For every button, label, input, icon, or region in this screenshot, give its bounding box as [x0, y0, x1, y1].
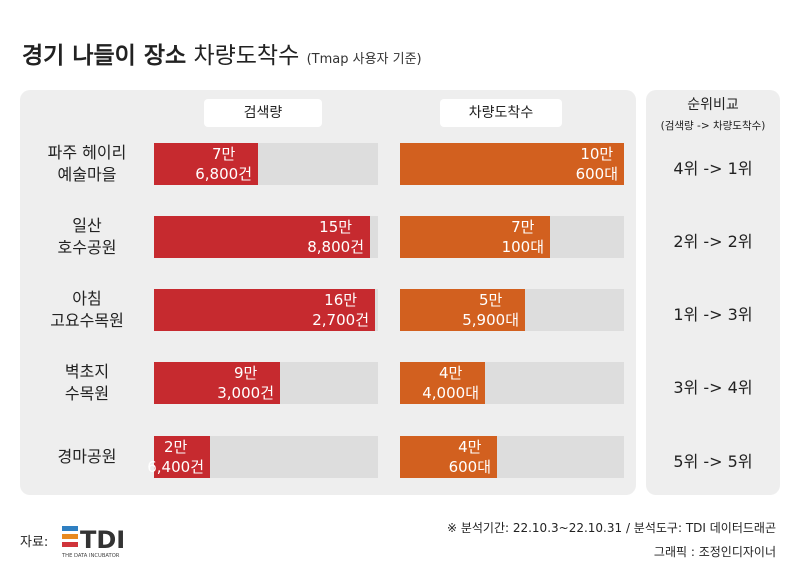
search-value-full: 2,700건	[312, 311, 369, 329]
arrive-track: 5만 5,900대	[400, 289, 624, 331]
search-track: 16만 2,700건	[154, 289, 378, 331]
arrive-value-full: 4,000대	[422, 384, 479, 402]
arrive-bar: 4만 600대	[400, 436, 497, 478]
logo-bar-orange	[62, 534, 78, 539]
place-label-line: 호수공원	[57, 238, 117, 257]
search-track: 2만 6,400건	[147, 436, 378, 478]
place-label-line: 고요수목원	[50, 311, 124, 330]
search-bar: 16만 2,700건	[154, 289, 375, 331]
arrive-value-full: 5,900대	[462, 311, 519, 329]
arrive-track: 4만 4,000대	[400, 362, 624, 404]
tdi-logo: TDI THE DATA INCUBATOR	[61, 526, 125, 559]
search-bar: 15만 8,800건	[154, 216, 370, 258]
place-label-line: 아침	[72, 289, 102, 308]
search-value-full: 3,000건	[217, 384, 274, 402]
arrive-value-short: 5만	[478, 291, 503, 309]
arrive-value-full: 100대	[501, 238, 544, 256]
search-value: 9만 3,000건	[217, 362, 274, 404]
rank-change: 4위 -> 1위	[673, 159, 753, 178]
logo-subtext: THE DATA INCUBATOR	[61, 553, 120, 559]
logo-bar-blue	[62, 526, 78, 531]
arrive-value: 7만 100대	[502, 216, 544, 258]
arrive-track: 10만 600대	[400, 143, 624, 185]
rank-panel	[646, 90, 780, 495]
search-value: 2만 6,400건	[147, 436, 204, 478]
rank-change: 1위 -> 3위	[673, 305, 753, 324]
arrive-value: 4만 4,000대	[422, 362, 479, 404]
search-value-short: 16만	[324, 291, 358, 309]
chart-title: 경기 나들이 장소 차량도착수 (Tmap 사용자 기준)	[22, 36, 422, 70]
arrive-column-header: 차량도착수	[440, 99, 562, 127]
search-value-short: 2만	[163, 438, 188, 456]
arrive-track: 7만 100대	[400, 216, 624, 258]
arrive-value: 5만 5,900대	[462, 289, 519, 331]
search-column-header: 검색량	[204, 99, 322, 127]
arrive-bar: 7만 100대	[400, 216, 550, 258]
arrive-value-short: 7만	[511, 218, 535, 236]
arrive-bar: 4만 4,000대	[400, 362, 485, 404]
rank-change: 3위 -> 4위	[673, 378, 753, 397]
search-value-full: 8,800건	[307, 238, 364, 256]
search-bar: 9만 3,000건	[154, 362, 280, 404]
arrive-bar: 10만 600대	[400, 143, 624, 185]
place-label-line: 벽초지	[64, 362, 110, 381]
search-value: 16만 2,700건	[312, 289, 369, 331]
search-value: 15만 8,800건	[307, 216, 364, 258]
rank-change: 5위 -> 5위	[673, 452, 753, 471]
search-track: 15만 8,800건	[154, 216, 378, 258]
rank-column-subheader: (검색량 -> 차량도착수)	[660, 120, 766, 132]
arrive-value-short: 10만	[580, 145, 614, 163]
arrive-value-short: 4만	[438, 364, 463, 382]
place-label-line: 예술마을	[57, 165, 117, 184]
search-track: 7만 6,800건	[154, 143, 378, 185]
arrive-value-full: 600대	[575, 165, 618, 183]
place-label: 경마공원	[20, 446, 154, 468]
title-normal: 차량도착수	[193, 43, 300, 69]
source-label: 자료:	[20, 535, 49, 550]
arrive-value: 4만 600대	[449, 436, 491, 478]
search-bar: 7만 6,800건	[154, 143, 258, 185]
logo-text: TDI	[80, 526, 125, 554]
graphic-credit: 그래픽 : 조정인디자이너	[653, 545, 776, 559]
place-label-line: 경마공원	[57, 447, 117, 466]
rank-change: 2위 -> 2위	[673, 232, 753, 251]
search-value-full: 6,800건	[195, 165, 252, 183]
search-value-short: 9만	[233, 364, 258, 382]
place-label-line: 일산	[72, 216, 102, 235]
logo-bar-red	[62, 542, 78, 547]
rank-column-header: 순위비교	[687, 97, 739, 113]
search-bar: 2만 6,400건	[147, 436, 210, 478]
place-label-line: 수목원	[64, 384, 110, 403]
search-track: 9만 3,000건	[154, 362, 378, 404]
place-label-line: 파주 헤이리	[47, 143, 127, 162]
arrive-bar: 5만 5,900대	[400, 289, 525, 331]
title-bold: 경기 나들이 장소	[22, 43, 187, 69]
search-value-full: 6,400건	[147, 458, 204, 476]
arrive-track: 4만 600대	[400, 436, 624, 478]
arrive-value-full: 600대	[448, 458, 491, 476]
title-sub: (Tmap 사용자 기준)	[306, 52, 422, 67]
arrive-value-short: 4만	[458, 438, 482, 456]
search-value: 7만 6,800건	[195, 143, 252, 185]
analysis-note: ※ 분석기간: 22.10.3~22.10.31 / 분석도구: TDI 데이터…	[446, 521, 776, 535]
search-value-short: 15만	[319, 218, 353, 236]
arrive-value: 10만 600대	[576, 143, 618, 185]
search-value-short: 7만	[211, 145, 236, 163]
